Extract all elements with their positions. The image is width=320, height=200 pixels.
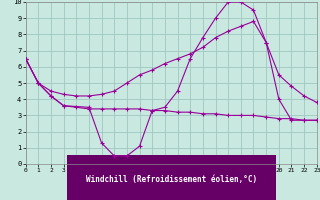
X-axis label: Windchill (Refroidissement éolien,°C): Windchill (Refroidissement éolien,°C) xyxy=(86,175,257,184)
